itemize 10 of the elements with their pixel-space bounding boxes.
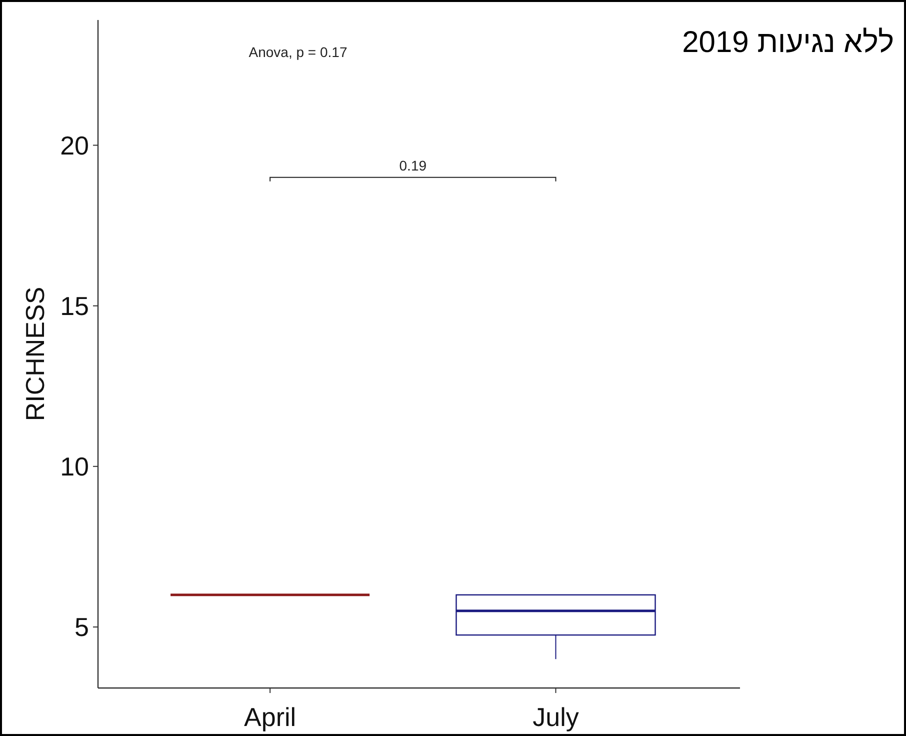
x-tick-label: April bbox=[244, 702, 296, 732]
chart-title: ללא נגיעות 2019 bbox=[682, 26, 894, 59]
annotation: Anova, p = 0.17 bbox=[248, 44, 348, 60]
y-tick-label: 20 bbox=[60, 130, 89, 160]
annotation: 0.19 bbox=[399, 157, 427, 174]
y-tick-label: 5 bbox=[74, 612, 89, 642]
x-tick-label: July bbox=[532, 702, 579, 732]
y-tick-label: 10 bbox=[60, 451, 89, 482]
y-tick-label: 15 bbox=[60, 290, 89, 321]
y-axis-title: RICHNESS bbox=[20, 286, 50, 422]
